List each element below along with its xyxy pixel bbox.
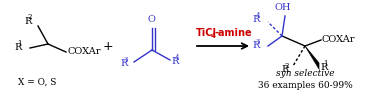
Text: +: + xyxy=(103,39,113,53)
Text: 4: 4 xyxy=(175,54,179,62)
Text: 2: 2 xyxy=(285,62,289,70)
Text: R: R xyxy=(14,43,22,53)
Text: syn selective: syn selective xyxy=(276,70,334,79)
Text: R: R xyxy=(252,41,259,50)
Text: 4: 4 xyxy=(211,33,216,39)
Text: 1: 1 xyxy=(18,40,22,48)
Text: 2: 2 xyxy=(28,13,32,21)
Text: 1: 1 xyxy=(324,60,328,68)
Polygon shape xyxy=(305,46,319,69)
Text: COXAr: COXAr xyxy=(67,48,101,57)
Text: O: O xyxy=(147,15,155,24)
Text: 4: 4 xyxy=(256,12,260,20)
Text: TiCl: TiCl xyxy=(196,28,217,38)
Text: -amine: -amine xyxy=(214,28,252,38)
Text: R: R xyxy=(171,58,178,67)
Text: R: R xyxy=(281,65,288,74)
Text: X = O, S: X = O, S xyxy=(18,77,56,86)
Text: R: R xyxy=(252,15,259,24)
Text: OH: OH xyxy=(275,3,291,12)
Text: 3: 3 xyxy=(256,38,260,46)
Text: 36 examples 60-99%: 36 examples 60-99% xyxy=(258,82,352,91)
Text: R: R xyxy=(320,63,327,72)
Text: R: R xyxy=(120,60,127,69)
Text: COXAr: COXAr xyxy=(322,36,355,45)
Text: 3: 3 xyxy=(124,56,128,64)
Text: R: R xyxy=(24,17,31,26)
